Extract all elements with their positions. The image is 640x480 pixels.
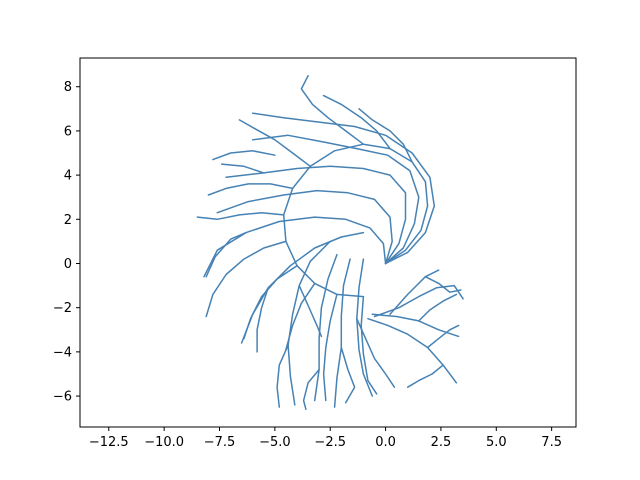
plot-lines xyxy=(196,74,464,411)
branch-line-15 xyxy=(238,119,312,168)
branch-line-31 xyxy=(302,368,320,411)
x-tick-label: 7.5 xyxy=(541,435,562,450)
branch-line-37 xyxy=(356,317,396,388)
y-tick-label: 0 xyxy=(64,257,72,272)
branch-line-20 xyxy=(285,282,316,351)
y-tick-label: −4 xyxy=(53,345,72,360)
branch-line-10 xyxy=(356,258,374,397)
x-tick-label: −10.0 xyxy=(144,435,184,450)
x-tick-label: −5.0 xyxy=(259,435,291,450)
x-tick-label: 5.0 xyxy=(486,435,507,450)
branch-line-9 xyxy=(333,258,351,408)
y-tick-label: 4 xyxy=(64,169,72,184)
branch-line-2 xyxy=(251,134,420,265)
x-tick-label: −7.5 xyxy=(204,435,236,450)
branch-line-7 xyxy=(287,240,331,406)
branch-line-4 xyxy=(216,189,393,265)
y-tick-label: 2 xyxy=(64,213,72,228)
branch-line-11 xyxy=(367,317,458,384)
branch-line-36 xyxy=(406,364,444,388)
branch-line-29 xyxy=(256,287,269,353)
branch-line-17 xyxy=(196,211,285,221)
y-tick-label: 8 xyxy=(64,80,72,95)
branch-line-8 xyxy=(313,253,338,402)
branch-line-21 xyxy=(322,293,338,402)
branch-line-32 xyxy=(340,346,356,404)
x-tick-label: −2.5 xyxy=(314,435,346,450)
y-tick-label: 6 xyxy=(64,124,72,139)
x-tick-label: 0.0 xyxy=(375,435,396,450)
branch-line-13 xyxy=(373,284,464,318)
y-axis: −6 −4 −2 0 2 4 6 8 xyxy=(53,80,80,405)
y-tick-label: −2 xyxy=(53,301,72,316)
x-axis: −12.5 −10.0 −7.5 −5.0 −2.5 0.0 2.5 5.0 7.5 xyxy=(89,427,562,450)
branch-line-23 xyxy=(300,74,365,145)
branch-line-1 xyxy=(251,112,436,265)
branch-line-14 xyxy=(389,269,440,316)
branch-line-30 xyxy=(276,344,289,408)
branch-line-6 xyxy=(240,231,365,344)
branch-line-18 xyxy=(205,240,287,318)
branch-line-25 xyxy=(358,108,413,163)
branch-line-16 xyxy=(207,183,294,196)
y-tick-label: −6 xyxy=(53,390,72,405)
branch-line-24 xyxy=(322,94,391,150)
branch-line-34 xyxy=(418,293,458,322)
branch-line-3 xyxy=(225,165,407,265)
branch-line-19 xyxy=(243,264,298,340)
x-tick-label: −12.5 xyxy=(89,435,129,450)
branch-line-33 xyxy=(426,324,460,349)
branch-line-28 xyxy=(205,231,247,278)
branch-line-27 xyxy=(220,163,265,174)
branch-line-35 xyxy=(424,275,462,293)
branch-line-38 xyxy=(298,284,323,338)
axes-frame xyxy=(79,57,577,428)
branch-line-26 xyxy=(212,150,276,161)
branch-line-22 xyxy=(360,295,378,395)
branch-line-0 xyxy=(282,143,429,298)
x-tick-label: 2.5 xyxy=(431,435,452,450)
